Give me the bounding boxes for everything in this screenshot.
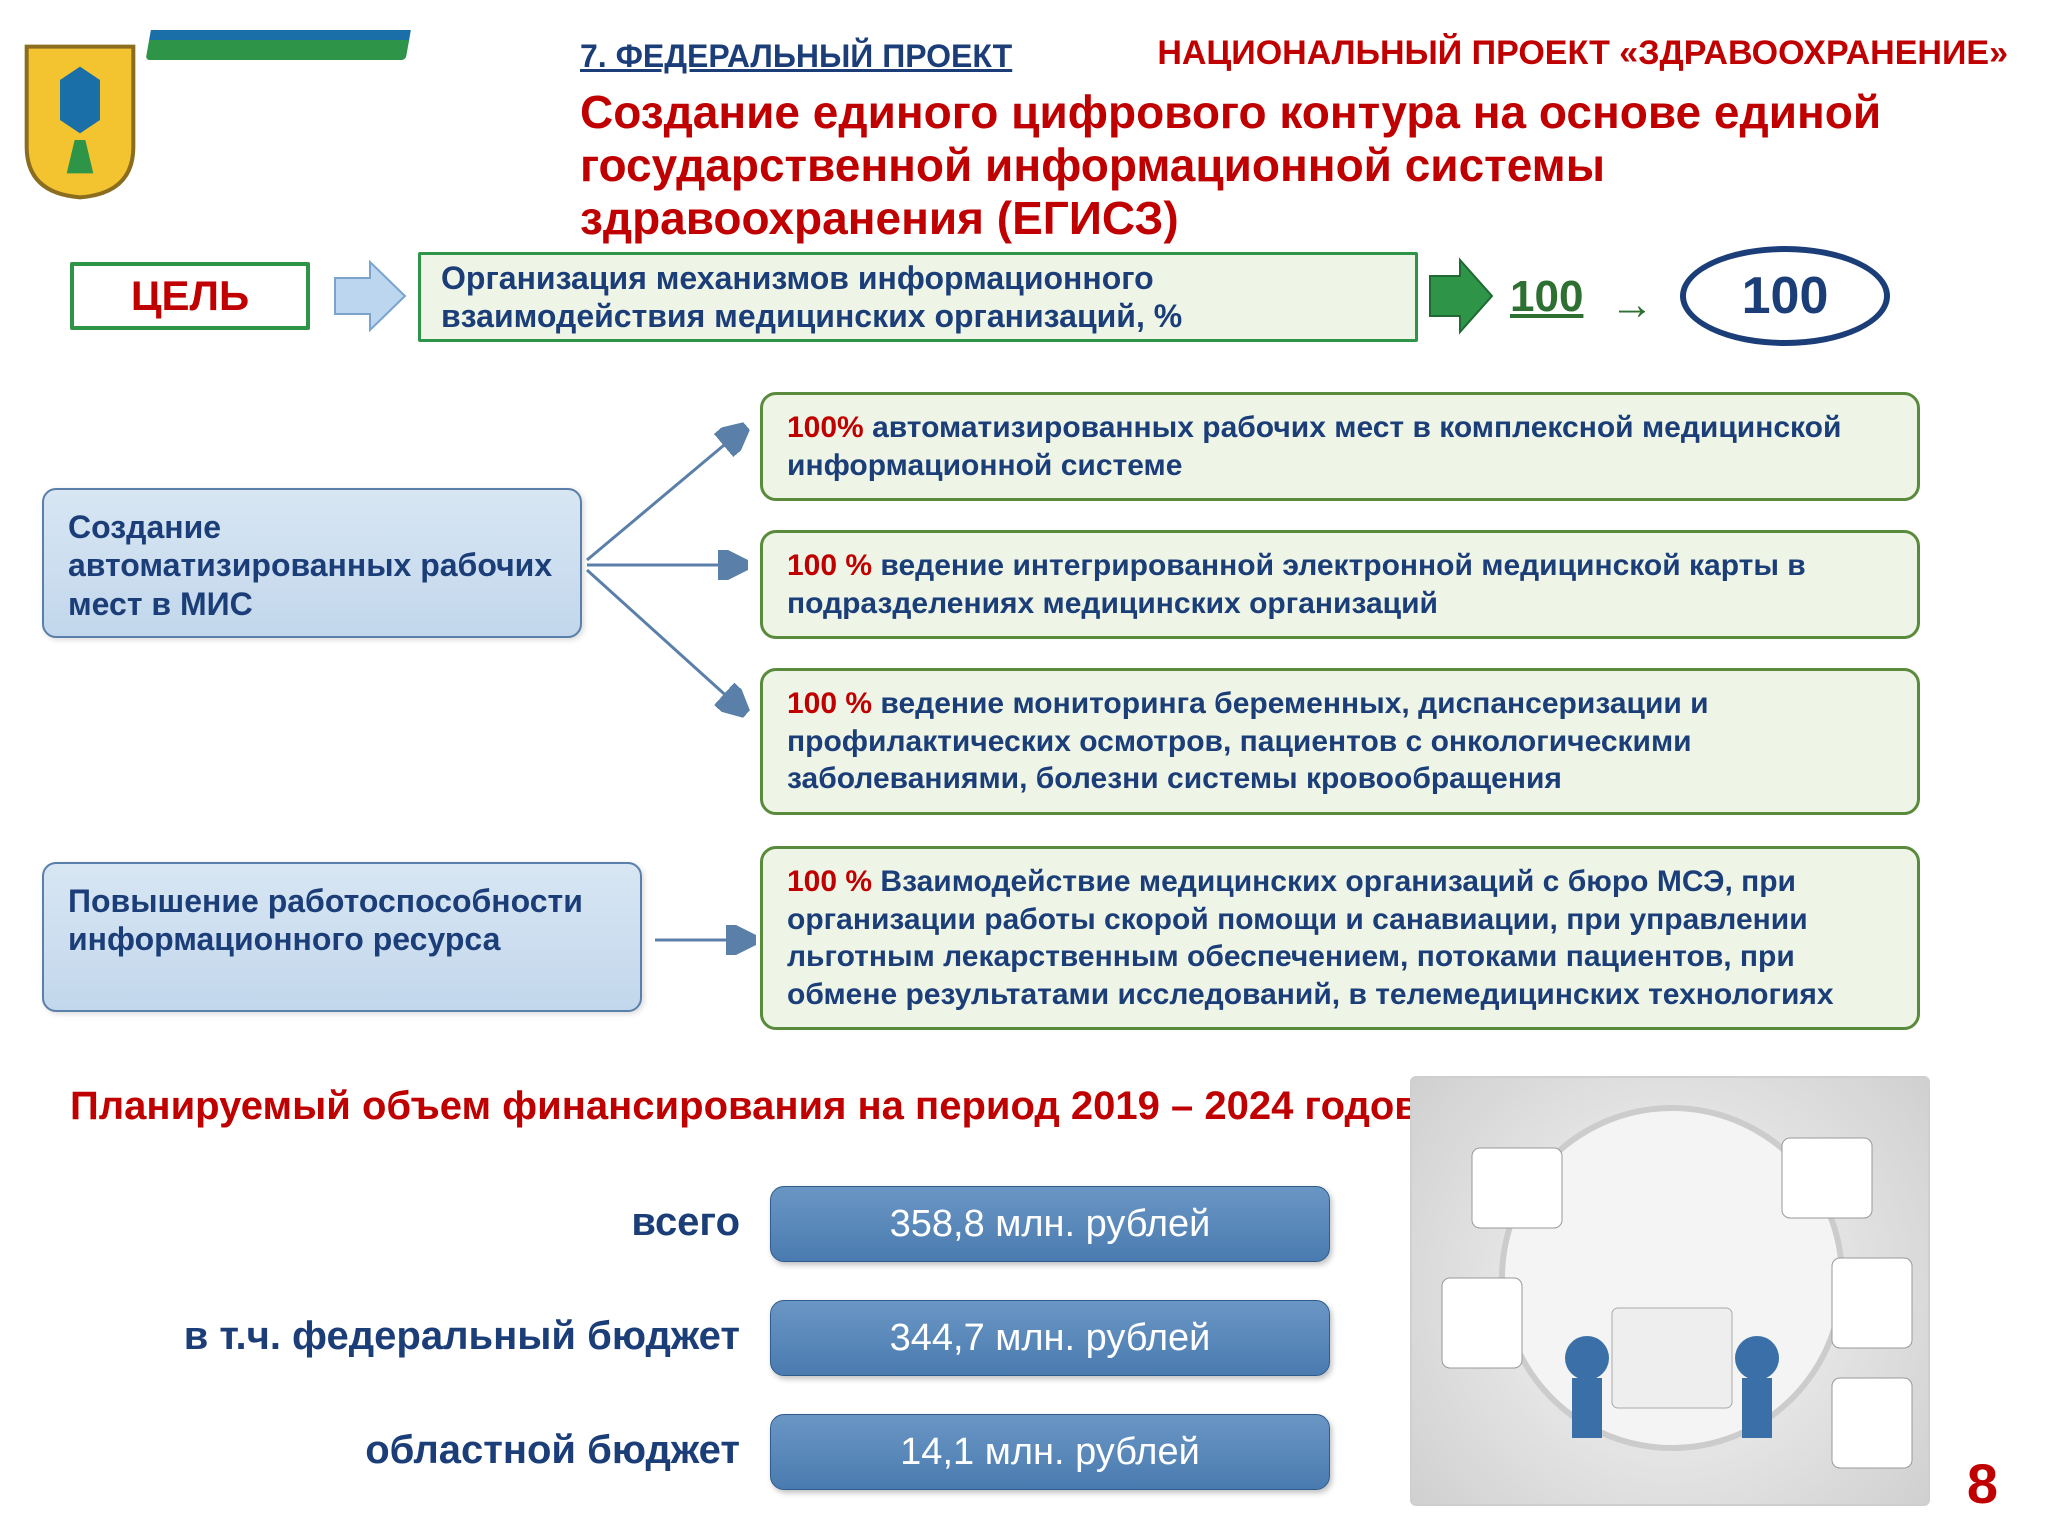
target-value-underlined: 100 — [1510, 272, 1583, 322]
budget-value-federal: 344,7 млн. рублей — [890, 1317, 1211, 1360]
budget-pill-total: 358,8 млн. рублей — [770, 1186, 1330, 1262]
arrow-green-icon — [1426, 254, 1496, 338]
budget-label-regional: областной бюджет — [240, 1428, 740, 1473]
budget-label-total: всего — [470, 1200, 740, 1245]
green-box-3: 100 % ведение мониторинга беременных, ди… — [760, 668, 1920, 815]
target-value-oval-text: 100 — [1742, 266, 1829, 326]
left-box-resource-text: Повышение работоспособности информационн… — [68, 883, 583, 957]
budget-value-regional: 14,1 млн. рублей — [900, 1431, 1200, 1474]
connector-line-2 — [650, 920, 760, 960]
page-number: 8 — [1967, 1451, 1998, 1516]
arrow-thin-icon: → — [1610, 280, 1654, 330]
green-box-1: 100% автоматизированных рабочих мест в к… — [760, 392, 1920, 501]
goal-badge-label: ЦЕЛЬ — [131, 272, 249, 320]
finance-title-text: Планируемый объем финансирования на пери… — [70, 1084, 1419, 1128]
budget-label-federal: в т.ч. федеральный бюджет — [70, 1314, 740, 1359]
green-box-4-pct: 100 % — [787, 865, 872, 898]
green-box-3-pct: 100 % — [787, 687, 872, 720]
coat-of-arms-icon — [10, 40, 150, 200]
project-number-line: 7. ФЕДЕРАЛЬНЫЙ ПРОЕКТ — [580, 38, 1012, 75]
green-box-4: 100 % Взаимодействие медицинских организ… — [760, 846, 1920, 1030]
target-value-oval: 100 — [1680, 246, 1890, 346]
green-box-4-text: Взаимодействие медицинских организаций с… — [787, 865, 1834, 1011]
budget-pill-regional: 14,1 млн. рублей — [770, 1414, 1330, 1490]
green-box-1-text: автоматизированных рабочих мест в компле… — [787, 411, 1841, 482]
national-project-title: НАЦИОНАЛЬНЫЙ ПРОЕКТ «ЗДРАВООХРАНЕНИЕ» — [1157, 34, 2008, 73]
goal-description-text: Организация механизмов информационного в… — [441, 259, 1395, 336]
region-ribbon — [146, 10, 415, 60]
medical-equipment-image — [1410, 1076, 1930, 1506]
connector-lines-1 — [582, 400, 762, 800]
budget-value-total: 358,8 млн. рублей — [890, 1203, 1211, 1246]
left-box-mis: Создание автоматизированных рабочих мест… — [42, 488, 582, 638]
left-box-mis-text: Создание автоматизированных рабочих мест… — [68, 509, 552, 622]
goal-badge: ЦЕЛЬ — [70, 262, 310, 330]
arrow-right-icon — [330, 254, 410, 338]
green-box-1-pct: 100% — [787, 411, 864, 444]
goal-description-box: Организация механизмов информационного в… — [418, 252, 1418, 342]
green-box-2: 100 % ведение интегрированной электронно… — [760, 530, 1920, 639]
green-box-2-pct: 100 % — [787, 549, 872, 582]
budget-pill-federal: 344,7 млн. рублей — [770, 1300, 1330, 1376]
green-box-3-text: ведение мониторинга беременных, диспансе… — [787, 687, 1709, 795]
green-box-2-text: ведение интегрированной электронной меди… — [787, 549, 1806, 620]
finance-title: Планируемый объем финансирования на пери… — [70, 1082, 1419, 1130]
main-title: Создание единого цифрового контура на ос… — [580, 86, 2008, 245]
left-box-resource: Повышение работоспособности информационн… — [42, 862, 642, 1012]
